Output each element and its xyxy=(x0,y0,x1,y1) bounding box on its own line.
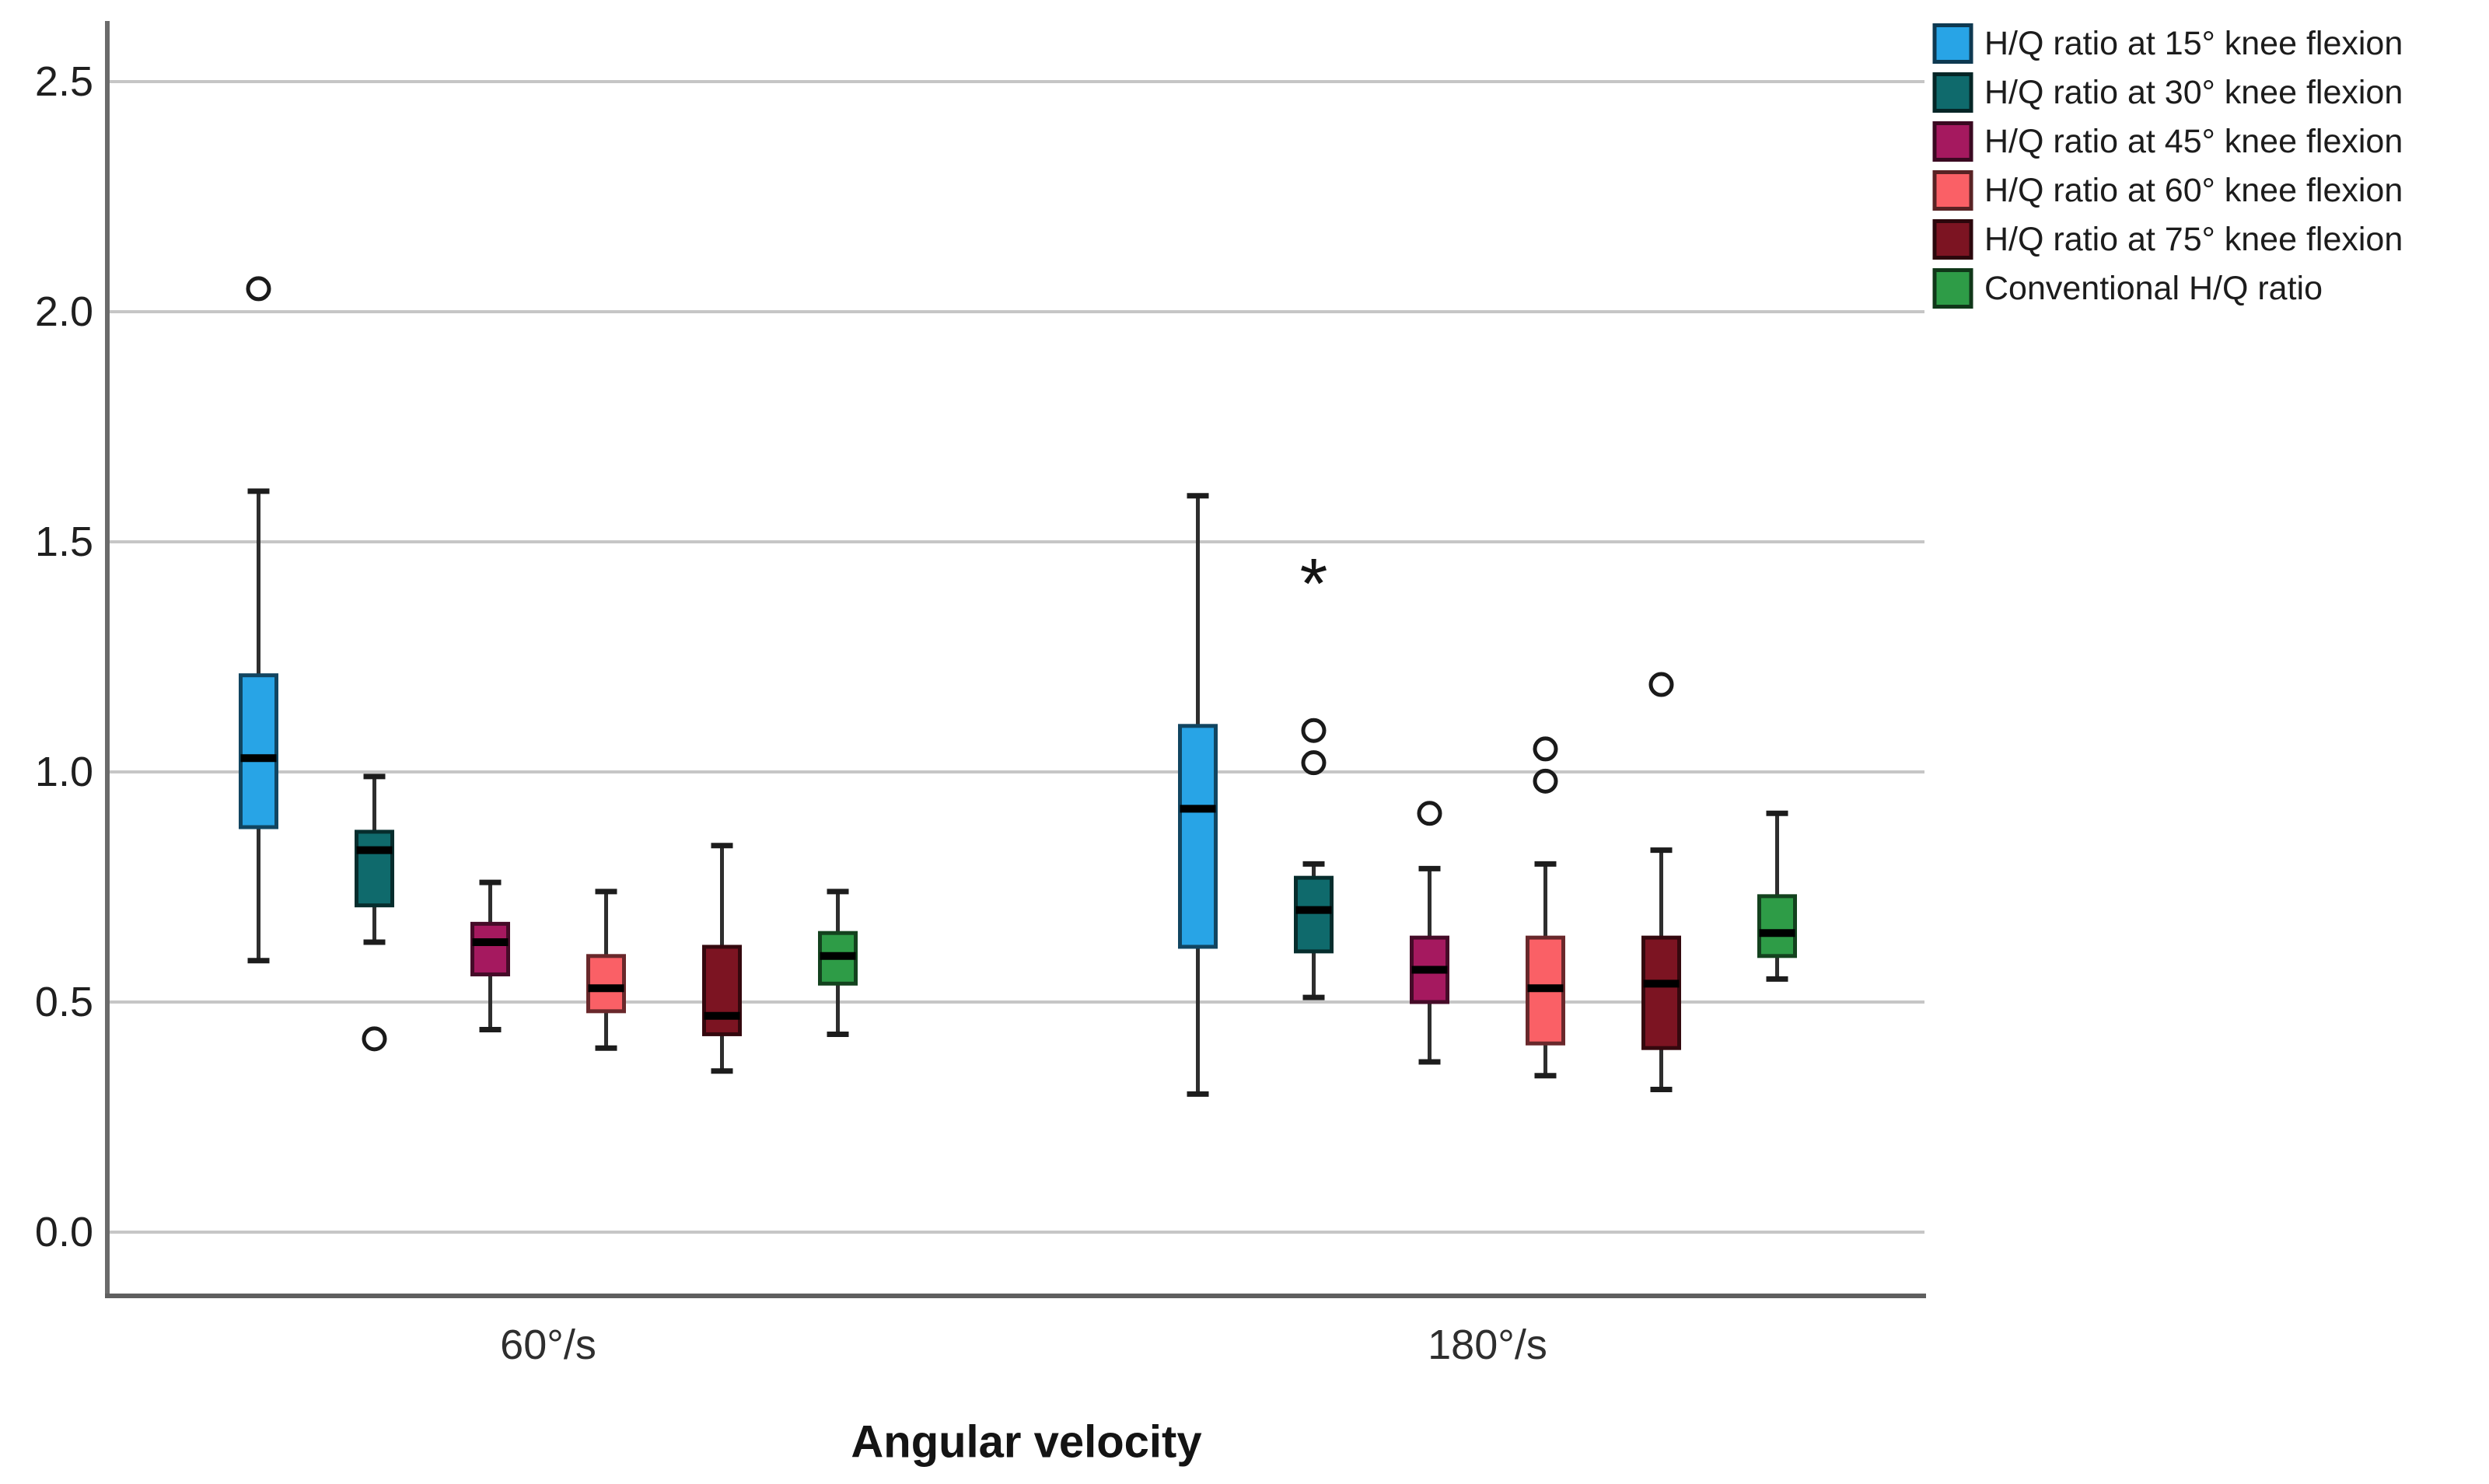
legend-item: H/Q ratio at 30° knee flexion xyxy=(1932,72,2403,113)
legend-item: Conventional H/Q ratio xyxy=(1932,268,2323,309)
legend-label: Conventional H/Q ratio xyxy=(1984,270,2323,307)
box-layer: * xyxy=(239,276,1797,1097)
legend-label: H/Q ratio at 60° knee flexion xyxy=(1984,172,2403,209)
legend-item: H/Q ratio at 15° knee flexion xyxy=(1932,23,2403,64)
legend-swatch xyxy=(1932,23,1973,64)
boxplot-hq15-60°/s xyxy=(239,276,278,964)
gridline-layer: 0.0 0.5 1.0 1.5 2.0 2.5 xyxy=(35,58,1924,1255)
legend-swatch xyxy=(1932,121,1973,162)
iqr-box xyxy=(239,673,278,829)
legend-label: H/Q ratio at 75° knee flexion xyxy=(1984,221,2403,258)
legend-item: H/Q ratio at 75° knee flexion xyxy=(1932,219,2403,260)
legend-item: H/Q ratio at 60° knee flexion xyxy=(1932,170,2403,211)
boxplot-hq30-180°/s: * xyxy=(1294,544,1334,1000)
iqr-box xyxy=(702,945,742,1036)
y-tick-label: 2.0 xyxy=(35,288,93,335)
boxplot-conv-60°/s xyxy=(818,889,858,1037)
boxplot-hq45-60°/s xyxy=(470,879,510,1033)
legend-label: H/Q ratio at 30° knee flexion xyxy=(1984,74,2403,111)
iqr-box xyxy=(470,921,510,976)
legend-swatch xyxy=(1932,170,1973,211)
boxplot-hq30-60°/s xyxy=(355,773,394,1052)
boxplot-conv-180°/s xyxy=(1757,810,1797,982)
outlier-circle xyxy=(246,276,271,302)
boxplot-hq75-60°/s xyxy=(702,843,742,1074)
legend-swatch xyxy=(1932,268,1973,309)
legend-swatch xyxy=(1932,72,1973,113)
outlier-circle xyxy=(1533,736,1558,762)
x-category-label-180s: 180°/s xyxy=(1428,1322,1547,1368)
y-tick-label: 1.0 xyxy=(35,749,93,795)
y-tick-label: 0.5 xyxy=(35,979,93,1025)
iqr-box xyxy=(586,954,626,1014)
legend: H/Q ratio at 15° knee flexion H/Q ratio a… xyxy=(1932,23,2403,309)
y-tick-label: 1.5 xyxy=(35,519,93,565)
axis-layer xyxy=(105,21,1926,1298)
label-layer: 60°/s 180°/s Angular velocity xyxy=(500,1322,1547,1468)
boxplot-hq60-180°/s xyxy=(1526,736,1565,1079)
outlier-circle xyxy=(1301,750,1327,776)
outlier-circle xyxy=(1648,672,1674,697)
extreme-asterisk: * xyxy=(1300,544,1328,623)
outlier-circle xyxy=(362,1026,387,1052)
boxplot-hq75-180°/s xyxy=(1641,672,1681,1092)
outlier-circle xyxy=(1301,718,1327,743)
boxplot-hq60-60°/s xyxy=(586,889,626,1051)
outlier-circle xyxy=(1533,768,1558,794)
boxplot-hq15-180°/s xyxy=(1178,493,1218,1097)
iqr-box xyxy=(1641,935,1681,1050)
iqr-box xyxy=(355,829,394,908)
legend-item: H/Q ratio at 45° knee flexion xyxy=(1932,121,2403,162)
legend-label: H/Q ratio at 45° knee flexion xyxy=(1984,123,2403,160)
iqr-box xyxy=(1294,875,1334,954)
y-tick-label: 0.0 xyxy=(35,1209,93,1255)
iqr-box xyxy=(1178,724,1218,949)
legend-label: H/Q ratio at 15° knee flexion xyxy=(1984,25,2403,62)
outlier-circle xyxy=(1417,801,1442,826)
x-axis-title: Angular velocity xyxy=(851,1417,1201,1468)
y-tick-label: 2.5 xyxy=(35,58,93,105)
boxplot-hq45-180°/s xyxy=(1410,801,1449,1065)
x-category-label-60s: 60°/s xyxy=(500,1322,596,1368)
iqr-box xyxy=(1757,894,1797,958)
legend-swatch xyxy=(1932,219,1973,260)
